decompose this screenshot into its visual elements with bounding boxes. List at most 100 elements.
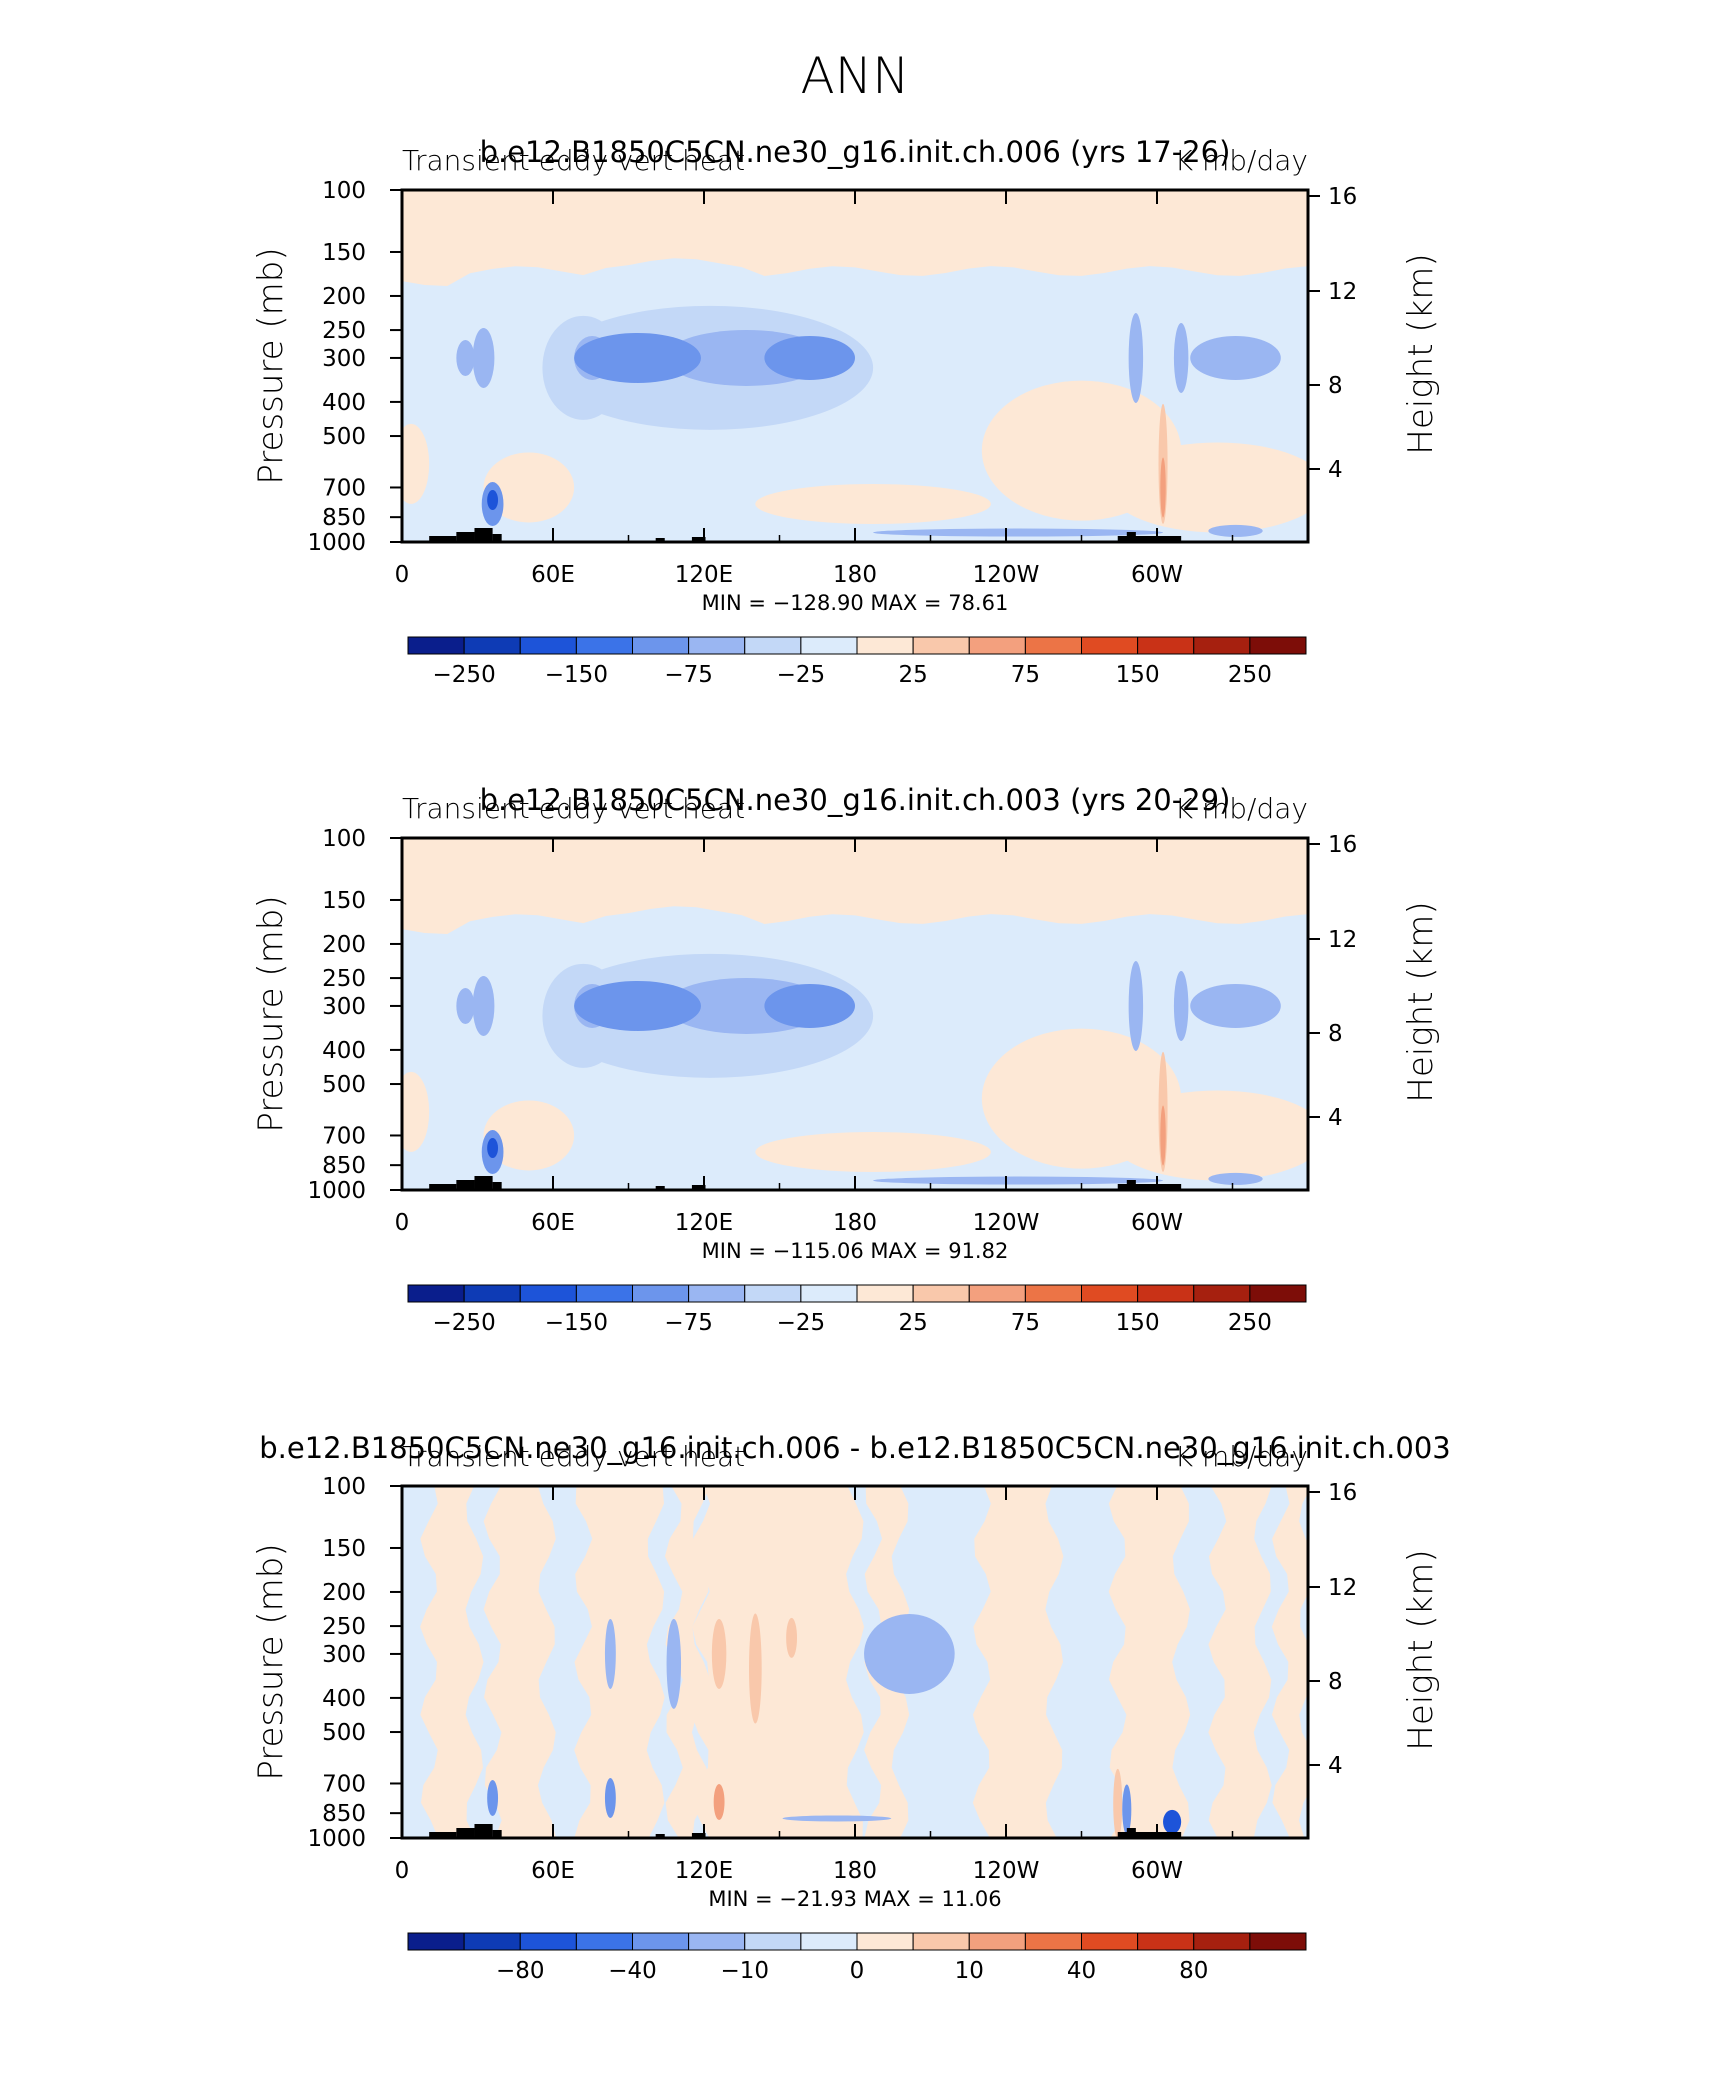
chart-panel-1: b.e12.B1850C5CN.ne30_g16.init.ch.006 (yr… <box>251 135 1441 688</box>
contour-band-blue <box>574 980 701 1031</box>
topography-mask <box>1126 1828 1136 1838</box>
colorbar-swatch <box>463 636 521 655</box>
y-right-tick-label: 16 <box>1328 1480 1357 1506</box>
colorbar-swatch <box>856 1284 914 1303</box>
y-tick-label: 300 <box>322 994 366 1020</box>
y-right-axis-title: Height (km) <box>1401 253 1441 454</box>
x-tick-label: 120W <box>973 1858 1040 1884</box>
contour-band-mid-blue <box>1128 960 1144 1051</box>
x-tick-label: 60W <box>1131 1858 1183 1884</box>
colorbar-swatch <box>1081 1284 1139 1303</box>
colorbar-swatch <box>688 1284 746 1303</box>
contour-band-pale-red <box>483 452 575 523</box>
y-right-tick-label: 4 <box>1328 1105 1343 1131</box>
x-tick-label: 180 <box>833 1858 877 1884</box>
contour-band-pale-red <box>1108 1090 1308 1181</box>
colorbar-label: −25 <box>777 662 826 688</box>
colorbar-label: −250 <box>433 1310 496 1336</box>
y-tick-label: 100 <box>322 178 366 204</box>
colorbar-swatch <box>1249 1284 1307 1303</box>
y-tick-label: 300 <box>322 346 366 372</box>
contour-band-mid-blue <box>873 1176 1164 1185</box>
y-right-axis-title: Height (km) <box>1401 1549 1441 1750</box>
y-right-tick-label: 16 <box>1328 184 1357 210</box>
variable-label: Transient eddy vert heat <box>402 144 745 177</box>
min-max-readout: MIN = −128.90 MAX = 78.61 <box>702 591 1009 615</box>
topography-mask <box>492 534 502 542</box>
y-tick-label: 700 <box>322 1123 366 1149</box>
y-axis-title: Pressure (mb) <box>251 895 291 1132</box>
contour-band-blue <box>764 335 855 380</box>
min-max-readout: MIN = −21.93 MAX = 11.06 <box>708 1887 1001 1911</box>
contour-band-dark-blue <box>487 1138 499 1159</box>
colorbar-swatch <box>519 1284 577 1303</box>
y-right-tick-label: 4 <box>1328 1753 1343 1779</box>
topography-mask <box>655 538 665 542</box>
contour-band-mid-blue <box>873 528 1164 537</box>
colorbar-swatch <box>519 1932 577 1951</box>
contour-band-pale-red <box>1108 1486 1191 1838</box>
y-tick-label: 250 <box>322 1614 366 1640</box>
topography-mask <box>1126 1180 1136 1190</box>
x-tick-label: 0 <box>395 1858 410 1884</box>
colorbar-swatch <box>856 1932 914 1951</box>
contour-band-pale-red <box>483 1100 575 1171</box>
colorbar-label: 25 <box>898 662 927 688</box>
contour-band-pale-red <box>402 190 1308 286</box>
colorbar-label: 10 <box>955 1958 984 1984</box>
colorbar-label: −80 <box>496 1958 545 1984</box>
colorbar-label: 150 <box>1116 662 1160 688</box>
contour-field <box>402 190 1308 542</box>
y-tick-label: 500 <box>322 424 366 450</box>
colorbar-swatch <box>968 636 1026 655</box>
topography-mask <box>456 1828 475 1838</box>
topography-mask <box>691 1185 706 1190</box>
contour-band-pale-red <box>483 1486 556 1838</box>
contour-band-mid-blue <box>472 327 495 388</box>
colorbar-swatch <box>744 1284 802 1303</box>
colorbar-swatch <box>1137 1932 1195 1951</box>
contour-band-mid-blue <box>1173 970 1189 1041</box>
topography-mask <box>429 1184 457 1190</box>
colorbar-swatch <box>856 636 914 655</box>
colorbar-swatch <box>912 1932 970 1951</box>
x-tick-label: 180 <box>833 562 877 588</box>
y-tick-label: 150 <box>322 888 366 914</box>
colorbar-label: −150 <box>545 662 608 688</box>
x-tick-label: 60E <box>531 562 575 588</box>
topography-mask <box>655 1834 665 1838</box>
contour-band-pale-red <box>755 484 991 525</box>
topography-mask <box>456 532 475 542</box>
colorbar-swatch <box>688 636 746 655</box>
y-tick-label: 1000 <box>307 1826 366 1852</box>
x-tick-label: 0 <box>395 1210 410 1236</box>
colorbar-swatch <box>1024 636 1082 655</box>
chart-title: b.e12.B1850C5CN.ne30_g16.init.ch.006 - b… <box>259 1431 1450 1465</box>
colorbar-swatch <box>968 1932 1026 1951</box>
y-right-tick-label: 8 <box>1328 1021 1343 1047</box>
y-tick-label: 850 <box>322 1153 366 1179</box>
contour-band-dark-blue <box>487 490 499 511</box>
topography-mask <box>691 537 706 542</box>
colorbar-swatch <box>575 636 633 655</box>
topography-mask <box>429 536 457 542</box>
y-tick-label: 400 <box>322 1038 366 1064</box>
colorbar-label: 80 <box>1179 1958 1208 1984</box>
colorbar-label: 250 <box>1228 662 1272 688</box>
x-tick-label: 120W <box>973 562 1040 588</box>
y-tick-label: 500 <box>322 1072 366 1098</box>
colorbar-swatch <box>1081 1932 1139 1951</box>
colorbar-swatch <box>575 1932 633 1951</box>
x-tick-label: 60W <box>1131 562 1183 588</box>
colorbar-label: −75 <box>664 662 713 688</box>
colorbar-swatch <box>800 1284 858 1303</box>
y-tick-label: 200 <box>322 1580 366 1606</box>
contour-band-red-light <box>1113 1768 1123 1838</box>
chart-panel-3: b.e12.B1850C5CN.ne30_g16.init.ch.006 - b… <box>251 1431 1451 1984</box>
y-tick-label: 150 <box>322 1536 366 1562</box>
colorbar-label: 75 <box>1011 1310 1040 1336</box>
x-tick-label: 120E <box>675 1858 733 1884</box>
topography-mask <box>1117 1832 1182 1838</box>
colorbar-label: −150 <box>545 1310 608 1336</box>
contour-band-pale-red <box>402 423 430 504</box>
